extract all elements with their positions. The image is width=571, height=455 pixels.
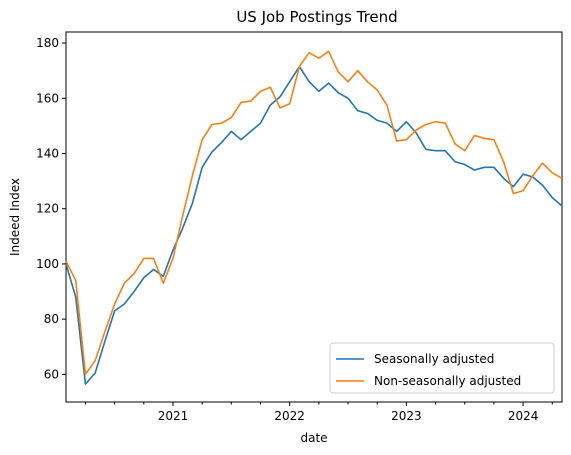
chart-title: US Job Postings Trend: [236, 8, 397, 26]
x-axis-label: date: [300, 431, 327, 445]
y-tick-label: 140: [36, 146, 59, 160]
y-tick-label: 180: [36, 36, 59, 50]
y-tick-label: 60: [44, 367, 59, 381]
y-tick-label: 80: [44, 312, 59, 326]
legend-label-nonseasonal: Non-seasonally adjusted: [374, 374, 521, 388]
legend-box: [329, 342, 555, 394]
legend: Seasonally adjusted Non-seasonally adjus…: [329, 342, 555, 394]
y-axis-label: Indeed Index: [8, 178, 22, 256]
series-line-non-seasonally-adjusted: [65, 50, 563, 376]
y-tick-label: 160: [36, 91, 59, 105]
y-tick-label: 120: [36, 202, 59, 216]
x-tick-label: 2024: [508, 409, 539, 423]
plot-frame: [65, 31, 563, 403]
y-tick-label: 100: [36, 257, 59, 271]
x-tick-label: 2021: [158, 409, 189, 423]
series-line-seasonally-adjusted: [65, 65, 563, 385]
x-tick-label: 2023: [391, 409, 422, 423]
legend-label-seasonal: Seasonally adjusted: [374, 352, 494, 366]
x-tick-label: 2022: [274, 409, 305, 423]
